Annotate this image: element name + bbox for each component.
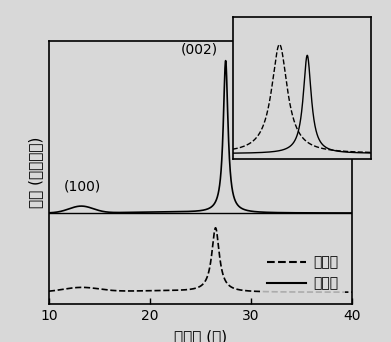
Legend: 对比例, 实施例: 对比例, 实施例 [260,249,345,298]
X-axis label: 二倍角 (度): 二倍角 (度) [174,329,227,342]
Text: (100): (100) [64,179,101,193]
Y-axis label: 强度 (任意单位): 强度 (任意单位) [28,137,43,208]
Text: (002): (002) [180,42,217,56]
